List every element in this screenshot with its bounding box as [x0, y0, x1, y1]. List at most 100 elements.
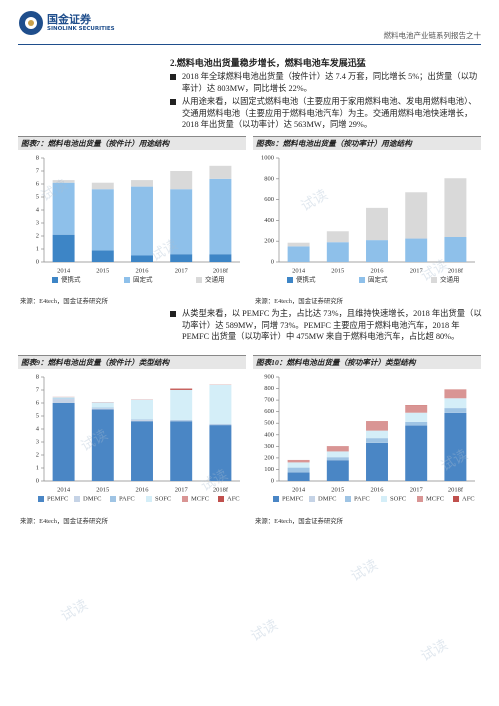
x-tick-label: 2017: [175, 267, 189, 274]
y-tick-label: 600: [264, 408, 274, 415]
y-tick-label: 4: [36, 206, 40, 213]
bar-segment: [444, 178, 467, 237]
legend-swatch: [273, 496, 279, 502]
bar-segment: [91, 409, 114, 481]
legend-swatch: [381, 496, 387, 502]
bar-segment: [209, 165, 232, 179]
x-tick-label: 2017: [410, 267, 424, 274]
y-tick-label: 6: [36, 180, 40, 187]
y-tick-label: 200: [264, 454, 274, 461]
bullet-list: 2018 年全球燃料电池出货量（按件计）达 7.4 万套，同比增长 5%；出货量…: [168, 71, 482, 133]
bar-segment: [326, 451, 349, 458]
legend-label: 便携式: [61, 274, 81, 283]
bar-segment: [209, 254, 232, 262]
bar-segment: [209, 423, 232, 425]
bar-segment: [170, 388, 193, 390]
bar-segment: [170, 390, 193, 420]
bar-segment: [170, 171, 193, 190]
legend-swatch: [146, 496, 152, 502]
bar-segment: [131, 419, 153, 422]
bar-segment: [170, 189, 193, 255]
legend-label: AFC: [462, 495, 475, 502]
source: 来源：E4tech，国金证券研究所: [20, 518, 109, 525]
y-tick-label: 200: [264, 238, 274, 245]
legend-swatch: [124, 277, 130, 283]
bar-segment: [366, 421, 388, 431]
y-tick-label: 1000: [261, 154, 274, 161]
bar-segment: [52, 182, 75, 235]
bullet: 2018 年全球燃料电池出货量（按件计）达 7.4 万套，同比增长 5%；出货量…: [168, 71, 482, 94]
bar-segment: [170, 419, 193, 421]
logo-text: 国金证券: [47, 14, 91, 26]
y-tick-label: 6: [36, 399, 40, 406]
bullet: 从用途来看，以固定式燃料电池（主要应用于家用燃料电池、发电用燃料电池）、交通用燃…: [168, 96, 482, 131]
y-tick-label: 100: [264, 466, 274, 473]
legend-label: SOFC: [155, 495, 171, 502]
y-tick-label: 0: [36, 477, 39, 484]
bar-segment: [444, 390, 467, 399]
legend-swatch: [417, 496, 423, 502]
bar-segment: [444, 389, 467, 391]
bar-segment: [287, 462, 310, 468]
chart: 0 100 200 300 400 500 600 700 800 900 2014 2015 2016…: [264, 373, 475, 502]
y-tick-label: 5: [36, 193, 39, 200]
x-tick-label: 2017: [175, 486, 189, 493]
y-tick-label: 1: [36, 464, 39, 471]
y-tick-label: 600: [264, 196, 274, 203]
chart-title: 图表10：燃料电池出货量（按功率计）类型结构: [253, 355, 481, 369]
bar-segment: [366, 421, 388, 422]
bar-segment: [326, 231, 349, 243]
x-tick-label: 2015: [331, 267, 344, 274]
legend-label: PEMFC: [282, 495, 303, 502]
chart: 0 1 2 3 4 5 6 7 8 2014 2015 2016 2017 2018f PEMFC DMFC P…: [36, 373, 240, 502]
x-tick-label: 2016: [136, 486, 150, 493]
bar-segment: [131, 399, 153, 420]
bar-segment: [326, 457, 349, 461]
legend-swatch: [182, 496, 188, 502]
bar-segment: [52, 234, 75, 262]
x-tick-label: 2016: [371, 267, 385, 274]
legend-swatch: [309, 496, 315, 502]
bar-segment: [405, 425, 428, 481]
chart-title: 图表9：燃料电池出货量（按件计）类型结构: [18, 355, 246, 369]
legend-label: 固定式: [133, 274, 153, 283]
bar-segment: [52, 397, 75, 399]
y-tick-label: 500: [264, 420, 274, 427]
y-tick-label: 800: [264, 175, 274, 182]
legend-label: MCFC: [191, 495, 209, 502]
legend-label: DMFC: [83, 495, 101, 502]
legend-label: MCFC: [426, 495, 444, 502]
legend-label: 固定式: [368, 274, 388, 283]
legend-label: DMFC: [318, 495, 336, 502]
chart-title: 图表8：燃料电池出货量（按功率计）用途结构: [253, 136, 481, 150]
header-rule: [18, 44, 481, 45]
legend-swatch: [345, 496, 351, 502]
source: 来源：E4tech，国金证券研究所: [255, 518, 344, 525]
legend-label: 交通用: [205, 274, 225, 283]
bar-segment: [52, 398, 75, 400]
bar-segment: [170, 421, 193, 481]
bar-segment: [52, 403, 75, 481]
x-tick-label: 2015: [96, 267, 109, 274]
legend-label: 交通用: [440, 274, 460, 283]
watermark: 试读: [58, 597, 91, 625]
x-tick-label: 2014: [57, 486, 71, 493]
y-tick-label: 800: [264, 385, 274, 392]
chart: 0 1 2 3 4 5 6 7 8 2014 2015 2016 2017 2018f 便携式 固定式 交通用: [36, 154, 240, 283]
bar-segment: [52, 399, 75, 403]
legend-label: 便携式: [296, 274, 316, 283]
x-tick-label: 2018f: [448, 267, 464, 274]
x-tick-label: 2014: [292, 486, 306, 493]
bar-segment: [444, 236, 467, 262]
y-tick-label: 0: [271, 258, 274, 265]
y-tick-label: 3: [36, 438, 39, 445]
bar-segment: [444, 408, 467, 413]
x-tick-label: 2015: [96, 486, 109, 493]
y-tick-label: 700: [264, 397, 274, 404]
legend-swatch: [359, 277, 365, 283]
source: 来源：E4tech，国金证券研究所: [255, 298, 344, 305]
bar-segment: [366, 438, 388, 443]
legend-label: PAFC: [119, 495, 135, 502]
x-tick-label: 2018f: [213, 267, 229, 274]
bar-segment: [366, 442, 388, 481]
